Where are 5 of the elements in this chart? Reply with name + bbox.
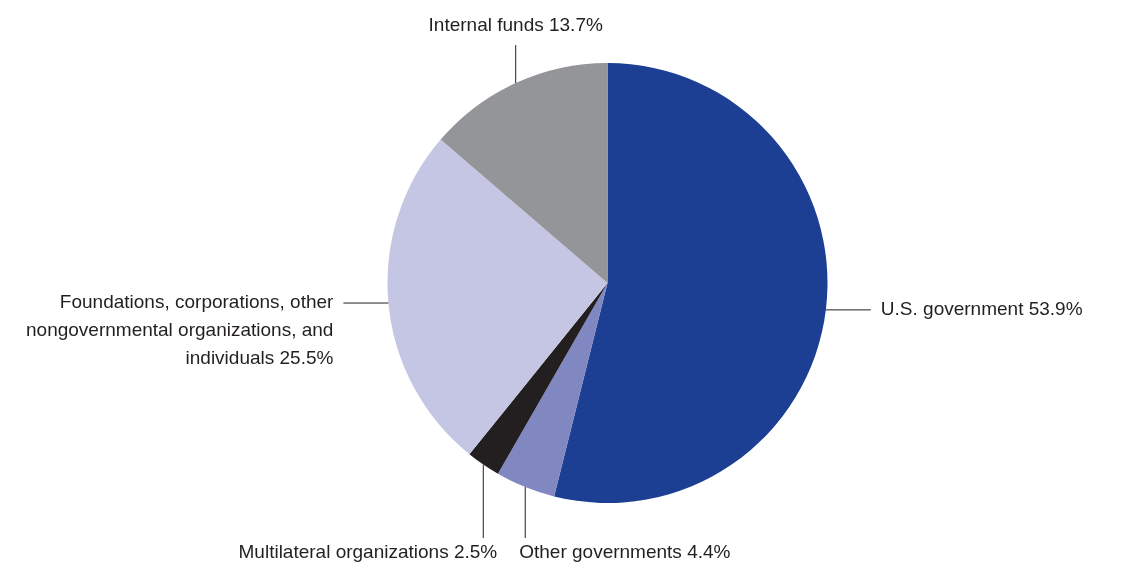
slice-label: Internal funds 13.7%: [428, 13, 603, 35]
slice-label: Foundations, corporations, other nongovernmental organizations, and individuals 25.5%: [26, 291, 335, 369]
slice-label: Other governments 4.4%: [519, 541, 731, 563]
slice-label: Multilateral organizations 2.5%: [238, 541, 498, 563]
slice-label: U.S. government 53.9%: [880, 298, 1083, 320]
